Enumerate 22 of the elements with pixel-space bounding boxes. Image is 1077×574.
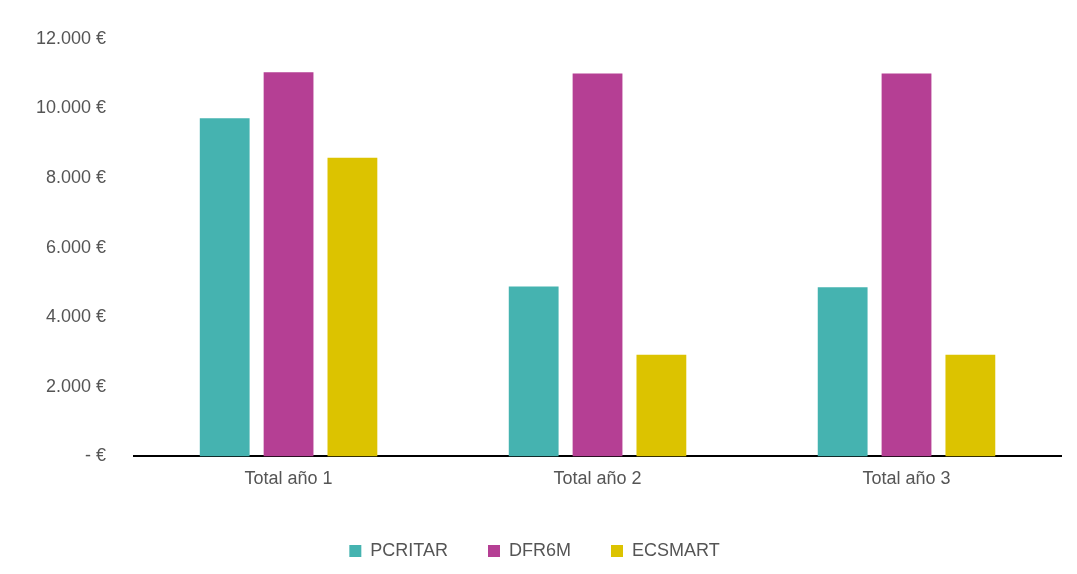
bar xyxy=(817,287,868,457)
y-tick-label: 10.000 € xyxy=(35,97,107,118)
bar xyxy=(572,73,623,457)
y-tick-label: 12.000 € xyxy=(35,27,107,48)
y-tick-label: 4.000 € xyxy=(46,306,107,327)
y-tick-label: 8.000 € xyxy=(46,166,107,187)
y-tick-label: 6.000 € xyxy=(46,236,107,257)
legend-label: DFR6M xyxy=(509,539,571,560)
bar xyxy=(508,286,559,457)
bar xyxy=(881,73,932,457)
legend-label: ECSMART xyxy=(631,539,720,560)
x-tick-label: Total año 1 xyxy=(244,468,333,489)
bar xyxy=(263,72,314,457)
bar xyxy=(945,354,996,457)
y-tick-label: - € xyxy=(85,445,107,466)
bar xyxy=(199,118,250,457)
x-tick-label: Total año 2 xyxy=(553,468,642,489)
x-tick-label: Total año 3 xyxy=(862,468,951,489)
bar xyxy=(636,354,687,457)
y-tick-label: 2.000 € xyxy=(46,375,107,396)
bar xyxy=(327,157,378,457)
legend-label: PCRITAR xyxy=(370,539,448,560)
